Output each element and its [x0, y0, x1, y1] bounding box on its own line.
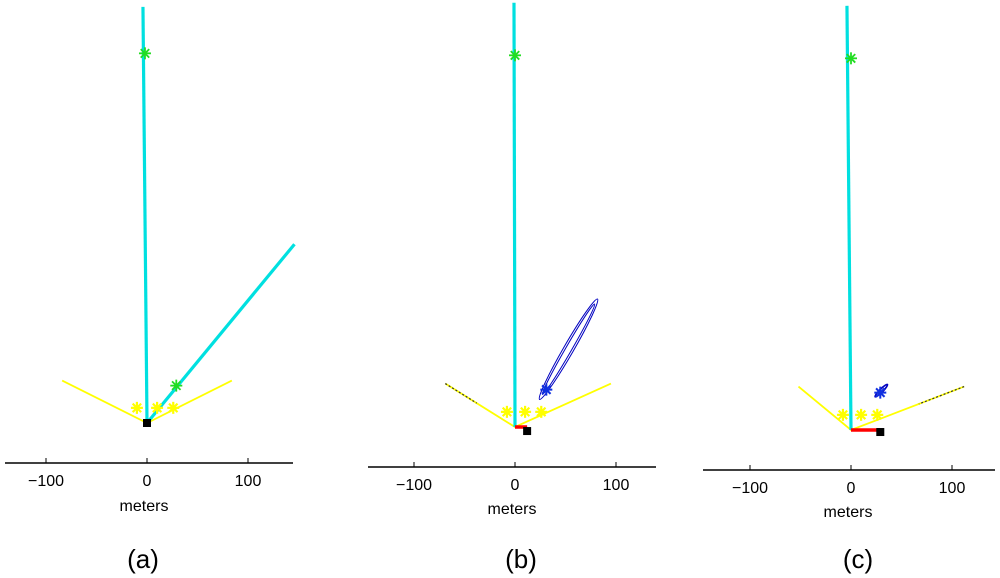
array-line	[444, 382, 612, 429]
array-marker	[871, 408, 884, 421]
array-marker	[130, 401, 143, 414]
array-marker	[500, 405, 513, 418]
panel-1: −100 0 100 meters (a)	[5, 6, 296, 574]
array-marker	[167, 401, 180, 414]
uncertainty-ellipse-inner	[541, 303, 596, 395]
x-tick-label: 0	[511, 477, 520, 494]
x-tick-label: −100	[732, 480, 768, 497]
panel-label: (a)	[127, 544, 159, 574]
source-marker	[138, 47, 151, 60]
x-axis-label: meters	[824, 504, 873, 521]
source-marker	[170, 379, 183, 392]
x-tick-label: −100	[396, 477, 432, 494]
estimate-marker	[874, 386, 887, 399]
array-marker	[151, 401, 164, 414]
bearing-line	[141, 6, 149, 424]
bearing-line	[845, 5, 853, 431]
panel-2: −100 0 100 meters (b)	[368, 2, 656, 574]
x-tick-label: 100	[939, 480, 966, 497]
x-tick-label: −100	[28, 473, 64, 490]
uncertainty-ellipse	[538, 298, 599, 401]
sensor-marker	[876, 428, 885, 437]
x-tick-label: 100	[603, 477, 630, 494]
source-marker	[509, 49, 521, 62]
array-marker	[855, 408, 868, 421]
array-marker	[535, 405, 548, 418]
panel-label: (c)	[843, 544, 873, 574]
x-axis-label: meters	[120, 498, 169, 515]
estimate-marker	[540, 383, 553, 396]
x-tick-label: 100	[235, 473, 262, 490]
array-segment	[918, 386, 965, 405]
bearing-line	[512, 2, 517, 428]
array-marker	[836, 408, 849, 421]
bearing-line	[145, 243, 296, 425]
panel-label: (b)	[505, 544, 537, 574]
sensor-marker	[143, 419, 151, 427]
source-marker	[845, 52, 857, 65]
panel-3: −100 0 100 meters (c)	[703, 5, 995, 574]
x-axis-label: meters	[488, 501, 537, 518]
array-marker	[519, 405, 532, 418]
sensor-marker	[523, 427, 532, 436]
x-tick-label: 0	[847, 480, 856, 497]
x-tick-label: 0	[143, 473, 152, 490]
